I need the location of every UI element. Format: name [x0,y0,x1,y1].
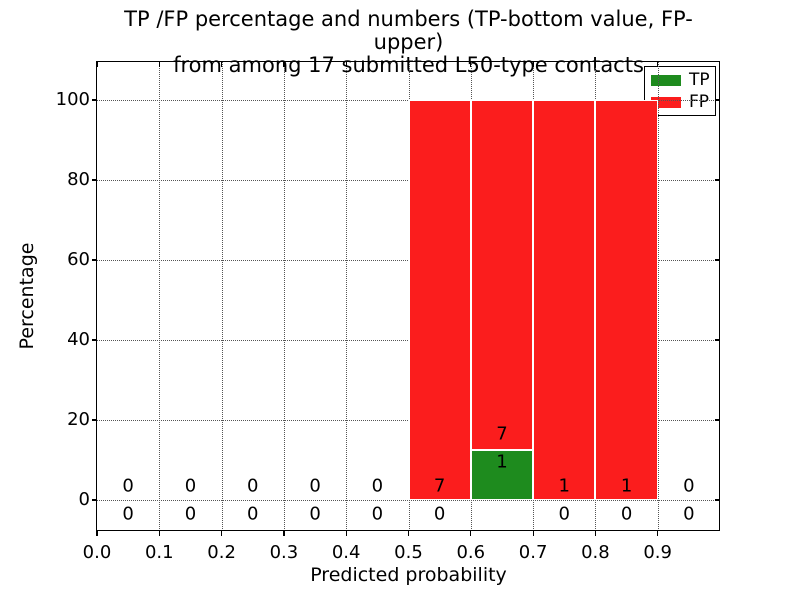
tp-count-label: 0 [558,503,570,525]
x-gridline [159,62,161,531]
x-tick-bottom [594,531,597,536]
y-tick-right [715,419,720,421]
fp-count-label: 0 [309,475,321,497]
y-tick-right [715,99,720,101]
x-tick-bottom [532,531,534,536]
x-tick-bottom [657,531,659,536]
x-tick-label: 0.6 [456,542,486,563]
fp-count-label: 0 [184,475,197,497]
fp-count-label: 7 [433,475,446,497]
tp-count-label: 0 [184,503,197,525]
legend-fp-label: FP [689,92,710,112]
y-tick-right [715,339,720,341]
x-tick-label: 0.7 [518,542,548,563]
legend-tp-swatch-icon [651,74,681,86]
x-tick-top [221,62,223,67]
x-tick-top [158,62,160,67]
tp-count-label: 0 [433,503,446,525]
x-tick-label: 0.3 [269,542,299,563]
bar-fp-bin-5 [408,100,471,500]
x-tick-label: 0.9 [643,542,672,563]
bar-fp-bin-8 [595,100,658,500]
y-axis-label: Percentage [16,242,38,350]
x-tick-bottom [221,531,223,536]
x-gridline [346,62,348,531]
x-tick-label: 0.2 [207,542,236,563]
x-tick-label: 0.8 [581,542,610,563]
legend-item-fp: FP [651,92,710,112]
tp-count-label: 1 [496,451,508,473]
bar-fp-bin-7 [533,100,596,500]
y-tick-left [92,499,97,501]
y-tick-right [715,259,720,261]
fp-count-label: 0 [683,475,695,497]
x-tick-label: 0.5 [394,542,423,563]
x-tick-label: 0.4 [331,542,361,563]
y-tick-left [92,259,97,261]
y-tick-label: 0 [78,489,90,510]
x-tick-bottom [407,531,410,536]
y-tick-right [715,499,720,501]
x-tick-bottom [283,531,285,536]
fp-count-label: 0 [247,475,259,497]
x-gridline [657,62,659,531]
y-tick-label: 40 [67,329,90,350]
x-tick-top [657,62,659,67]
x-gridline [283,62,285,531]
x-tick-top [407,62,410,67]
bar-fp-bin-6 [470,100,534,450]
tp-count-label: 0 [371,503,384,525]
legend-item-tp: TP [651,70,710,90]
fp-count-label: 1 [558,475,570,497]
legend-fp-swatch-icon [651,96,681,108]
y-tick-right [715,179,720,181]
y-tick-label: 100 [55,89,90,110]
tp-count-label: 0 [309,503,321,525]
fp-count-label: 7 [496,423,508,445]
y-tick-label: 60 [67,249,90,270]
fp-count-label: 0 [371,475,384,497]
chart-title-line1: TP /FP percentage and numbers (TP-bottom… [124,7,693,54]
tp-count-label: 0 [620,503,633,525]
fp-count-label: 1 [620,475,633,497]
fp-count-label: 0 [122,475,134,497]
bar-tp-bin-6 [470,450,534,500]
x-tick-top [532,62,534,67]
y-gridline [97,500,720,501]
x-tick-label: 0.0 [82,542,112,563]
x-tick-bottom [158,531,160,536]
x-tick-label: 0.1 [144,542,174,563]
y-tick-left [92,179,97,181]
tp-count-label: 0 [247,503,259,525]
x-gridline [221,62,223,531]
y-tick-left [92,419,97,421]
x-tick-top [96,62,98,67]
tp-count-label: 0 [683,503,695,525]
y-tick-label: 20 [67,409,90,430]
x-tick-top [345,62,347,67]
y-tick-left [92,339,97,341]
x-tick-bottom [470,531,472,536]
y-tick-label: 80 [67,169,90,190]
x-axis-label: Predicted probability [310,564,507,586]
x-tick-top [470,62,472,67]
x-tick-top [594,62,597,67]
tp-count-label: 0 [122,503,134,525]
x-tick-top [283,62,285,67]
x-tick-bottom [96,531,98,536]
y-tick-left [92,99,97,101]
legend-tp-label: TP [689,70,710,90]
x-tick-bottom [345,531,347,536]
